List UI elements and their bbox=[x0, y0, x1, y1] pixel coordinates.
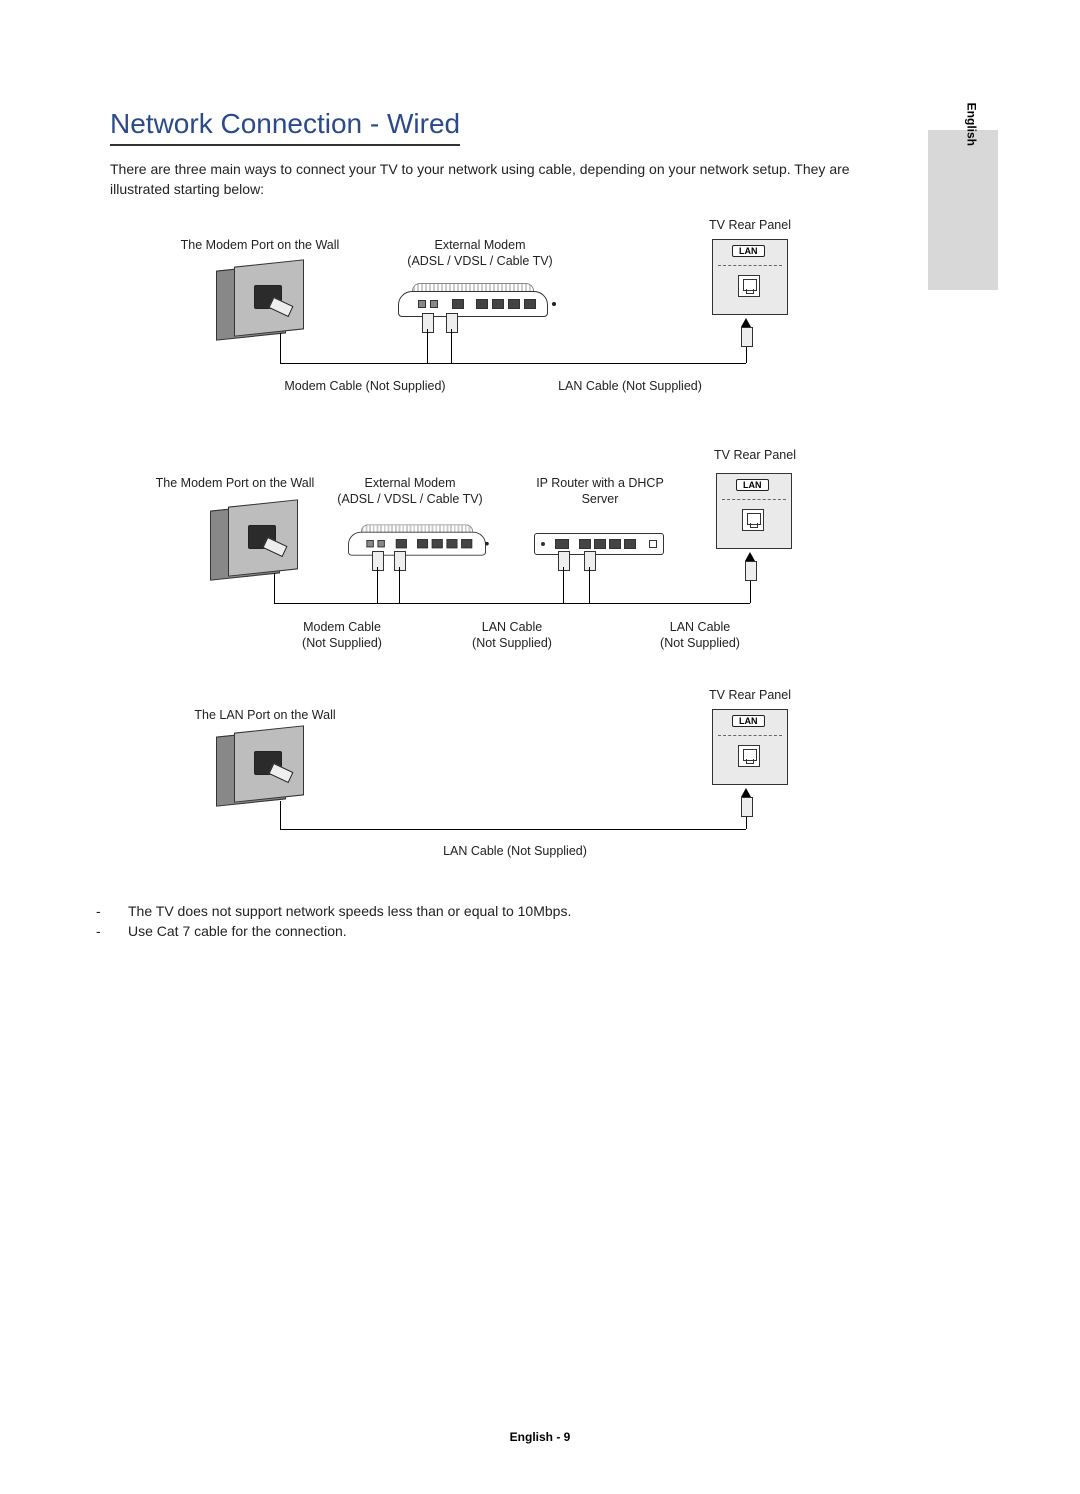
arrow-icon bbox=[741, 788, 751, 797]
wire bbox=[377, 567, 378, 603]
tv-rear-panel: LAN bbox=[712, 239, 788, 315]
label-ext-modem-line1: External Modem bbox=[434, 238, 525, 252]
wire bbox=[399, 567, 400, 603]
ip-router bbox=[534, 533, 664, 555]
label-ip-router-line1: IP Router with a DHCP bbox=[536, 476, 664, 490]
note-item: The TV does not support network speeds l… bbox=[128, 903, 870, 919]
wire bbox=[274, 603, 750, 604]
diagram-modem-direct: The Modem Port on the Wall External Mode… bbox=[130, 223, 810, 413]
cable-plug bbox=[584, 551, 596, 571]
lan-badge: LAN bbox=[736, 479, 769, 491]
label-modem-port-wall: The Modem Port on the Wall bbox=[130, 475, 340, 491]
cable-plug bbox=[394, 551, 406, 571]
label-ext-modem-line1: External Modem bbox=[364, 476, 455, 490]
wire bbox=[280, 333, 281, 363]
wire bbox=[280, 363, 746, 364]
wire bbox=[280, 829, 746, 830]
label-modem-port-wall: The Modem Port on the Wall bbox=[150, 237, 370, 253]
wall-port bbox=[210, 503, 306, 581]
label-lan-cable: LAN Cable (Not Supplied) bbox=[410, 843, 620, 859]
page-content: Network Connection - Wired There are thr… bbox=[110, 108, 870, 943]
cable-plug bbox=[422, 313, 434, 333]
label-modem-cable-2l-b: (Not Supplied) bbox=[302, 636, 382, 650]
label-ip-router-line2: Server bbox=[582, 492, 619, 506]
wall-port bbox=[216, 263, 312, 341]
external-modem bbox=[348, 525, 486, 556]
cable-plug bbox=[558, 551, 570, 571]
label-ext-modem-line2: (ADSL / VDSL / Cable TV) bbox=[407, 254, 552, 268]
wire bbox=[563, 567, 564, 603]
label-lan-cable: LAN Cable (Not Supplied) bbox=[530, 378, 730, 394]
cable-plug bbox=[741, 797, 753, 817]
wire bbox=[451, 329, 452, 363]
label-tv-rear: TV Rear Panel bbox=[685, 687, 815, 703]
notes-list: The TV does not support network speeds l… bbox=[110, 903, 870, 939]
cable-plug bbox=[446, 313, 458, 333]
wire bbox=[280, 801, 281, 829]
tv-rear-panel: LAN bbox=[712, 709, 788, 785]
label-tv-rear: TV Rear Panel bbox=[685, 217, 815, 233]
wire bbox=[427, 329, 428, 363]
diagram-modem-router: The Modem Port on the Wall External Mode… bbox=[130, 443, 810, 663]
language-tab-label: English bbox=[964, 103, 978, 146]
label-ext-modem-line2: (ADSL / VDSL / Cable TV) bbox=[337, 492, 482, 506]
tv-rear-panel: LAN bbox=[716, 473, 792, 549]
language-tab-bg bbox=[928, 130, 998, 290]
label-modem-cable: Modem Cable (Not Supplied) bbox=[260, 378, 470, 394]
label-lan-cable-2l-a: LAN Cable bbox=[670, 620, 730, 634]
label-ip-router: IP Router with a DHCP Server bbox=[520, 475, 680, 508]
label-tv-rear: TV Rear Panel bbox=[690, 447, 820, 463]
intro-text: There are three main ways to connect you… bbox=[110, 160, 870, 199]
cable-plug bbox=[372, 551, 384, 571]
label-modem-cable-2l-a: Modem Cable bbox=[303, 620, 381, 634]
page-footer: English - 9 bbox=[0, 1430, 1080, 1444]
label-lan-cable-2l-b: (Not Supplied) bbox=[660, 636, 740, 650]
wire bbox=[589, 567, 590, 603]
external-modem bbox=[398, 283, 548, 317]
label-lan-cable-2l: LAN Cable (Not Supplied) bbox=[442, 619, 582, 652]
cable-plug bbox=[741, 327, 753, 347]
lan-badge: LAN bbox=[732, 715, 765, 727]
label-ext-modem: External Modem (ADSL / VDSL / Cable TV) bbox=[320, 475, 500, 508]
label-lan-cable-2l-b: (Not Supplied) bbox=[472, 636, 552, 650]
page-title: Network Connection - Wired bbox=[110, 108, 460, 146]
label-modem-cable-2l: Modem Cable (Not Supplied) bbox=[272, 619, 412, 652]
arrow-icon bbox=[745, 552, 755, 561]
label-lan-cable-2l-a: LAN Cable bbox=[482, 620, 542, 634]
lan-badge: LAN bbox=[732, 245, 765, 257]
label-lan-port-wall: The LAN Port on the Wall bbox=[160, 707, 370, 723]
cable-plug bbox=[745, 561, 757, 581]
diagram-direct-lan: The LAN Port on the Wall TV Rear Panel L… bbox=[130, 693, 810, 873]
wall-port bbox=[216, 729, 312, 807]
note-item: Use Cat 7 cable for the connection. bbox=[128, 923, 870, 939]
wire bbox=[274, 573, 275, 603]
label-lan-cable-2l: LAN Cable (Not Supplied) bbox=[630, 619, 770, 652]
label-ext-modem: External Modem (ADSL / VDSL / Cable TV) bbox=[390, 237, 570, 270]
arrow-icon bbox=[741, 318, 751, 327]
